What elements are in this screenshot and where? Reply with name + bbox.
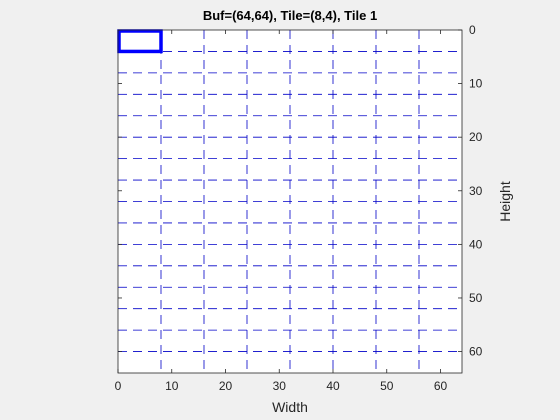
y-tick-label: 20 <box>469 130 483 144</box>
x-tick-label: 10 <box>165 379 179 393</box>
chart-title: Buf=(64,64), Tile=(8,4), Tile 1 <box>203 8 377 23</box>
x-tick-label: 20 <box>219 379 233 393</box>
highlighted-tile[interactable] <box>117 29 163 54</box>
y-tick-label: 10 <box>469 77 483 91</box>
x-tick-label: 50 <box>380 379 394 393</box>
y-tick-label: 30 <box>469 184 483 198</box>
x-tick-label: 60 <box>434 379 448 393</box>
x-tick-label: 0 <box>115 379 122 393</box>
y-tick-label: 0 <box>469 23 476 37</box>
x-tick-label: 30 <box>273 379 287 393</box>
y-tick-label: 60 <box>469 345 483 359</box>
y-tick-label: 40 <box>469 237 483 251</box>
axes-box <box>117 29 463 374</box>
x-tick-label: 40 <box>326 379 340 393</box>
axes: 0 10 20 30 40 50 60 0 10 20 30 40 50 60 <box>115 23 483 393</box>
tile-grid <box>118 30 462 373</box>
x-axis-label: Width <box>272 399 308 415</box>
y-axis-label: Height <box>497 181 513 222</box>
y-tick-label: 50 <box>469 291 483 305</box>
